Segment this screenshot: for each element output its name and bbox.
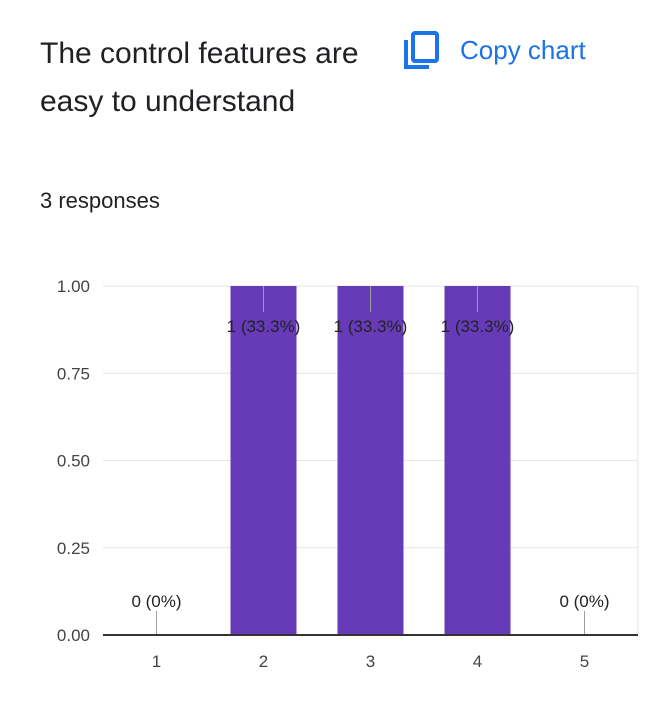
- x-tick-label: 3: [366, 652, 375, 670]
- copy-chart-label: Copy chart: [460, 34, 586, 65]
- data-label: 1 (33.3%): [227, 317, 301, 336]
- data-label: 0 (0%): [131, 592, 181, 611]
- x-tick-label: 4: [473, 652, 482, 670]
- y-tick-label: 0.00: [57, 626, 90, 645]
- question-title: The control features are easy to underst…: [40, 37, 359, 118]
- bar: [444, 286, 511, 635]
- data-label: 1 (33.3%): [441, 317, 515, 336]
- data-label: 1 (33.3%): [334, 317, 408, 336]
- bar-chart: 0.00 0.25 0.50 0.75 1.00 0 (0%) 1 1 (33.3%) 2 1 (…: [57, 277, 639, 670]
- data-label: 0 (0%): [559, 592, 609, 611]
- bar: [230, 286, 297, 635]
- x-tick-label: 2: [259, 652, 268, 670]
- copy-icon: [404, 31, 439, 69]
- y-tick-label: 1.00: [57, 277, 90, 296]
- copy-chart-button[interactable]: Copy chart: [402, 30, 586, 70]
- x-tick-label: 5: [580, 652, 589, 670]
- y-tick-label: 0.75: [57, 364, 90, 383]
- y-tick-label: 0.25: [57, 539, 90, 558]
- y-tick-label: 0.50: [57, 452, 90, 471]
- bar: [337, 286, 404, 635]
- x-tick-label: 1: [152, 652, 161, 670]
- response-count: 3 responses: [40, 188, 160, 213]
